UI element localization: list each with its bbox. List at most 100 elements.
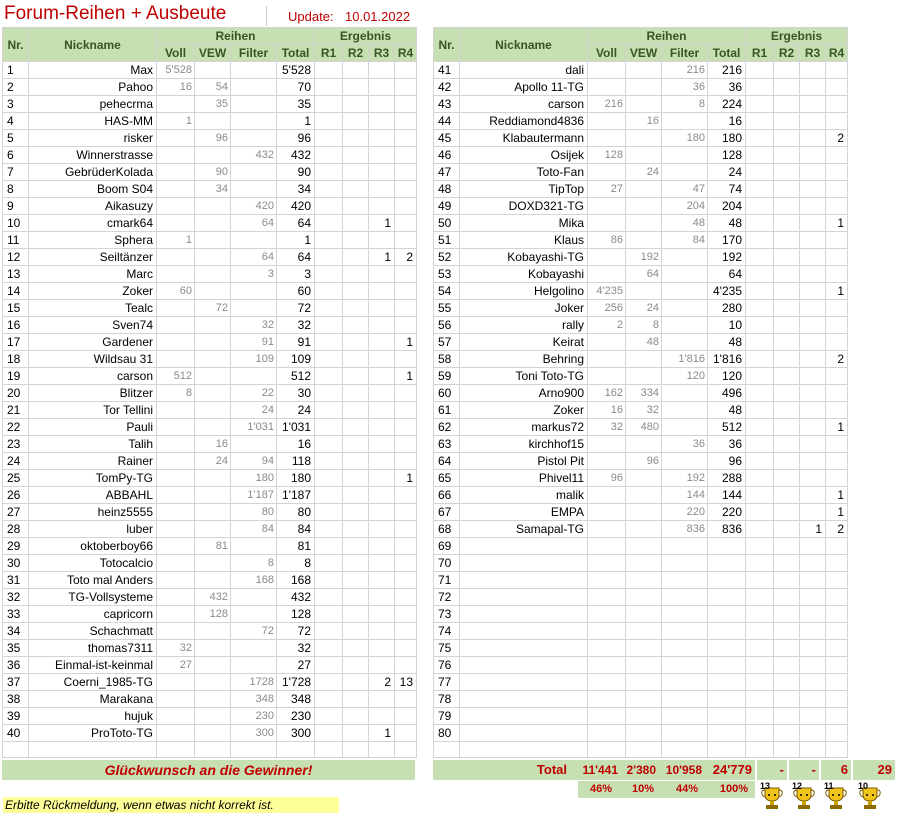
cell-nr: 20 bbox=[2, 384, 29, 402]
cell-r3 bbox=[799, 214, 826, 232]
cell-r1 bbox=[314, 724, 343, 742]
cell-nr: 80 bbox=[433, 724, 460, 742]
cell-r4 bbox=[394, 537, 417, 555]
cell-total: 204 bbox=[707, 197, 746, 215]
cell-r3 bbox=[368, 622, 395, 640]
cell-r1 bbox=[314, 231, 343, 249]
cell-nick: Totocalcio bbox=[28, 554, 157, 572]
trophy-icon: 13 bbox=[758, 781, 786, 811]
cell-voll bbox=[156, 265, 195, 283]
cell-r1 bbox=[745, 469, 774, 487]
col-total: Total bbox=[707, 44, 746, 62]
cell-vew bbox=[625, 707, 662, 725]
cell-r3 bbox=[799, 282, 826, 300]
cell-r1 bbox=[745, 724, 774, 742]
table-row: 75 bbox=[433, 639, 848, 657]
table-row: 36 Einmal-ist-keinmal 27 27 bbox=[2, 656, 417, 674]
cell-nick: Zoker bbox=[459, 401, 588, 419]
cell-vew bbox=[194, 554, 231, 572]
cell-r4 bbox=[825, 571, 848, 589]
total-label: Total bbox=[536, 762, 567, 777]
col-group-ergebnis: Ergebnis bbox=[314, 27, 417, 45]
cell-vew bbox=[625, 520, 662, 538]
table-row: 27 heinz5555 80 80 bbox=[2, 503, 417, 521]
cell-r3 bbox=[799, 486, 826, 504]
cell-nr: 49 bbox=[433, 197, 460, 215]
cell-nr: 30 bbox=[2, 554, 29, 572]
cell-nick bbox=[459, 690, 588, 708]
cell-voll bbox=[587, 197, 626, 215]
cell-r4 bbox=[394, 180, 417, 198]
table-row: 9 Aikasuzy 420 420 bbox=[2, 197, 417, 215]
cell-nr: 6 bbox=[2, 146, 29, 164]
cell-nr: 66 bbox=[433, 486, 460, 504]
cell-r2 bbox=[342, 639, 369, 657]
cell-filter: 72 bbox=[230, 622, 277, 640]
cell-nick: carson bbox=[459, 95, 588, 113]
cell-r3 bbox=[368, 656, 395, 674]
cell-r1 bbox=[745, 299, 774, 317]
cell-nr: 1 bbox=[2, 61, 29, 79]
cell-nr: 61 bbox=[433, 401, 460, 419]
cell-voll bbox=[156, 520, 195, 538]
cell-voll bbox=[156, 537, 195, 555]
right-table: Nr. Nickname Reihen Ergebnis Voll VEW Filter To… bbox=[433, 27, 848, 758]
cell-total: 3 bbox=[276, 265, 315, 283]
cell-filter: 109 bbox=[230, 350, 277, 368]
trophy-label: 13 bbox=[760, 781, 771, 791]
cell-nick: Max bbox=[28, 61, 157, 79]
cell-filter bbox=[230, 180, 277, 198]
table-row: 38 Marakana 348 348 bbox=[2, 690, 417, 708]
cell-nick: TomPy-TG bbox=[28, 469, 157, 487]
cell-total: 1'816 bbox=[707, 350, 746, 368]
cell-filter bbox=[661, 384, 708, 402]
cell-total: 72 bbox=[276, 299, 315, 317]
table-row: 69 bbox=[433, 537, 848, 555]
cell-r3 bbox=[799, 452, 826, 470]
cell-nr: 14 bbox=[2, 282, 29, 300]
feedback-note: Erbitte Rückmeldung, wenn etwas nicht ko… bbox=[3, 797, 339, 813]
cell-total: 72 bbox=[276, 622, 315, 640]
cell-voll bbox=[587, 61, 626, 79]
cell-r1 bbox=[314, 180, 343, 198]
cell-r2 bbox=[773, 384, 800, 402]
table-row: 24 Rainer 24 94 118 bbox=[2, 452, 417, 470]
cell-nick: thomas7311 bbox=[28, 639, 157, 657]
cell-vew bbox=[194, 571, 231, 589]
cell-total: 496 bbox=[707, 384, 746, 402]
cell-total bbox=[707, 622, 746, 640]
cell-voll bbox=[156, 350, 195, 368]
cell-r3: 1 bbox=[368, 724, 395, 742]
cell-nr: 78 bbox=[433, 690, 460, 708]
cell-r3 bbox=[368, 129, 395, 147]
cell-nr: 76 bbox=[433, 656, 460, 674]
table-row: 46 Osijek 128 128 bbox=[433, 146, 848, 164]
cell-total: 512 bbox=[276, 367, 315, 385]
cell-nr: 65 bbox=[433, 469, 460, 487]
cell-voll bbox=[587, 333, 626, 351]
cell-r1 bbox=[745, 401, 774, 419]
cell-r4 bbox=[825, 554, 848, 572]
cell-r2 bbox=[342, 299, 369, 317]
cell-vew bbox=[194, 265, 231, 283]
cell-r2 bbox=[342, 214, 369, 232]
pct-total: 100% bbox=[719, 783, 748, 795]
cell-vew bbox=[194, 673, 231, 691]
cell-r4 bbox=[394, 571, 417, 589]
table-row: 45 Klabautermann 180 180 2 bbox=[433, 129, 848, 147]
cell-r4 bbox=[394, 724, 417, 742]
cell-r4 bbox=[394, 384, 417, 402]
total-r4: 29 bbox=[853, 760, 895, 780]
cell-r4: 1 bbox=[825, 282, 848, 300]
table-row: 79 bbox=[433, 707, 848, 725]
cell-filter: 47 bbox=[661, 180, 708, 198]
cell-voll bbox=[587, 673, 626, 691]
cell-r2 bbox=[773, 214, 800, 232]
cell-total: 170 bbox=[707, 231, 746, 249]
table-row: 55 Joker 256 24 280 bbox=[433, 299, 848, 317]
table-row: 80 bbox=[433, 724, 848, 742]
cell-r3 bbox=[368, 486, 395, 504]
cell-total: 109 bbox=[276, 350, 315, 368]
cell-r2 bbox=[773, 112, 800, 130]
cell-voll bbox=[156, 248, 195, 266]
